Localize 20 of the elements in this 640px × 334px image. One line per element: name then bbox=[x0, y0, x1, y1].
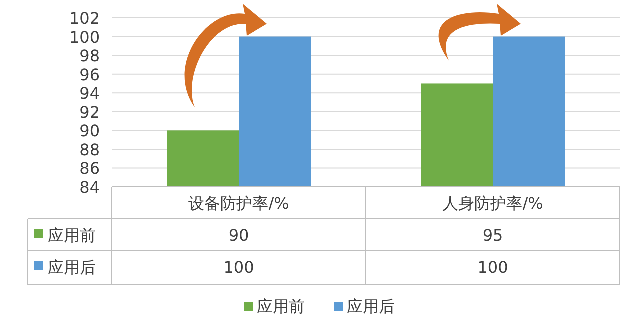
y-tick-label: 92 bbox=[80, 102, 100, 122]
y-tick-label: 96 bbox=[80, 65, 100, 84]
y-tick-label: 84 bbox=[80, 178, 100, 197]
text: 应用后 bbox=[48, 258, 96, 277]
y-tick-label: 90 bbox=[80, 122, 100, 141]
y-tick-label: 86 bbox=[80, 159, 100, 178]
x-tick-label: 人身防护率/% bbox=[442, 194, 544, 213]
data-label: 90 bbox=[228, 226, 250, 245]
y-tick-label: 100 bbox=[69, 28, 100, 47]
y-tick-label: 98 bbox=[80, 46, 100, 66]
data-label: 95 bbox=[482, 226, 504, 245]
y-tick-label: 94 bbox=[80, 84, 100, 104]
x-tick-label: 设备防护率/% bbox=[188, 194, 290, 213]
y-tick-label: 88 bbox=[80, 140, 100, 160]
text: 应用前 bbox=[257, 297, 305, 316]
y-tick-label: 102 bbox=[69, 9, 100, 28]
data-label: 100 bbox=[478, 258, 508, 277]
legend-label: 应用前 bbox=[48, 226, 96, 245]
data-label: 100 bbox=[224, 258, 254, 277]
legend-label: 应用后 bbox=[347, 297, 395, 316]
